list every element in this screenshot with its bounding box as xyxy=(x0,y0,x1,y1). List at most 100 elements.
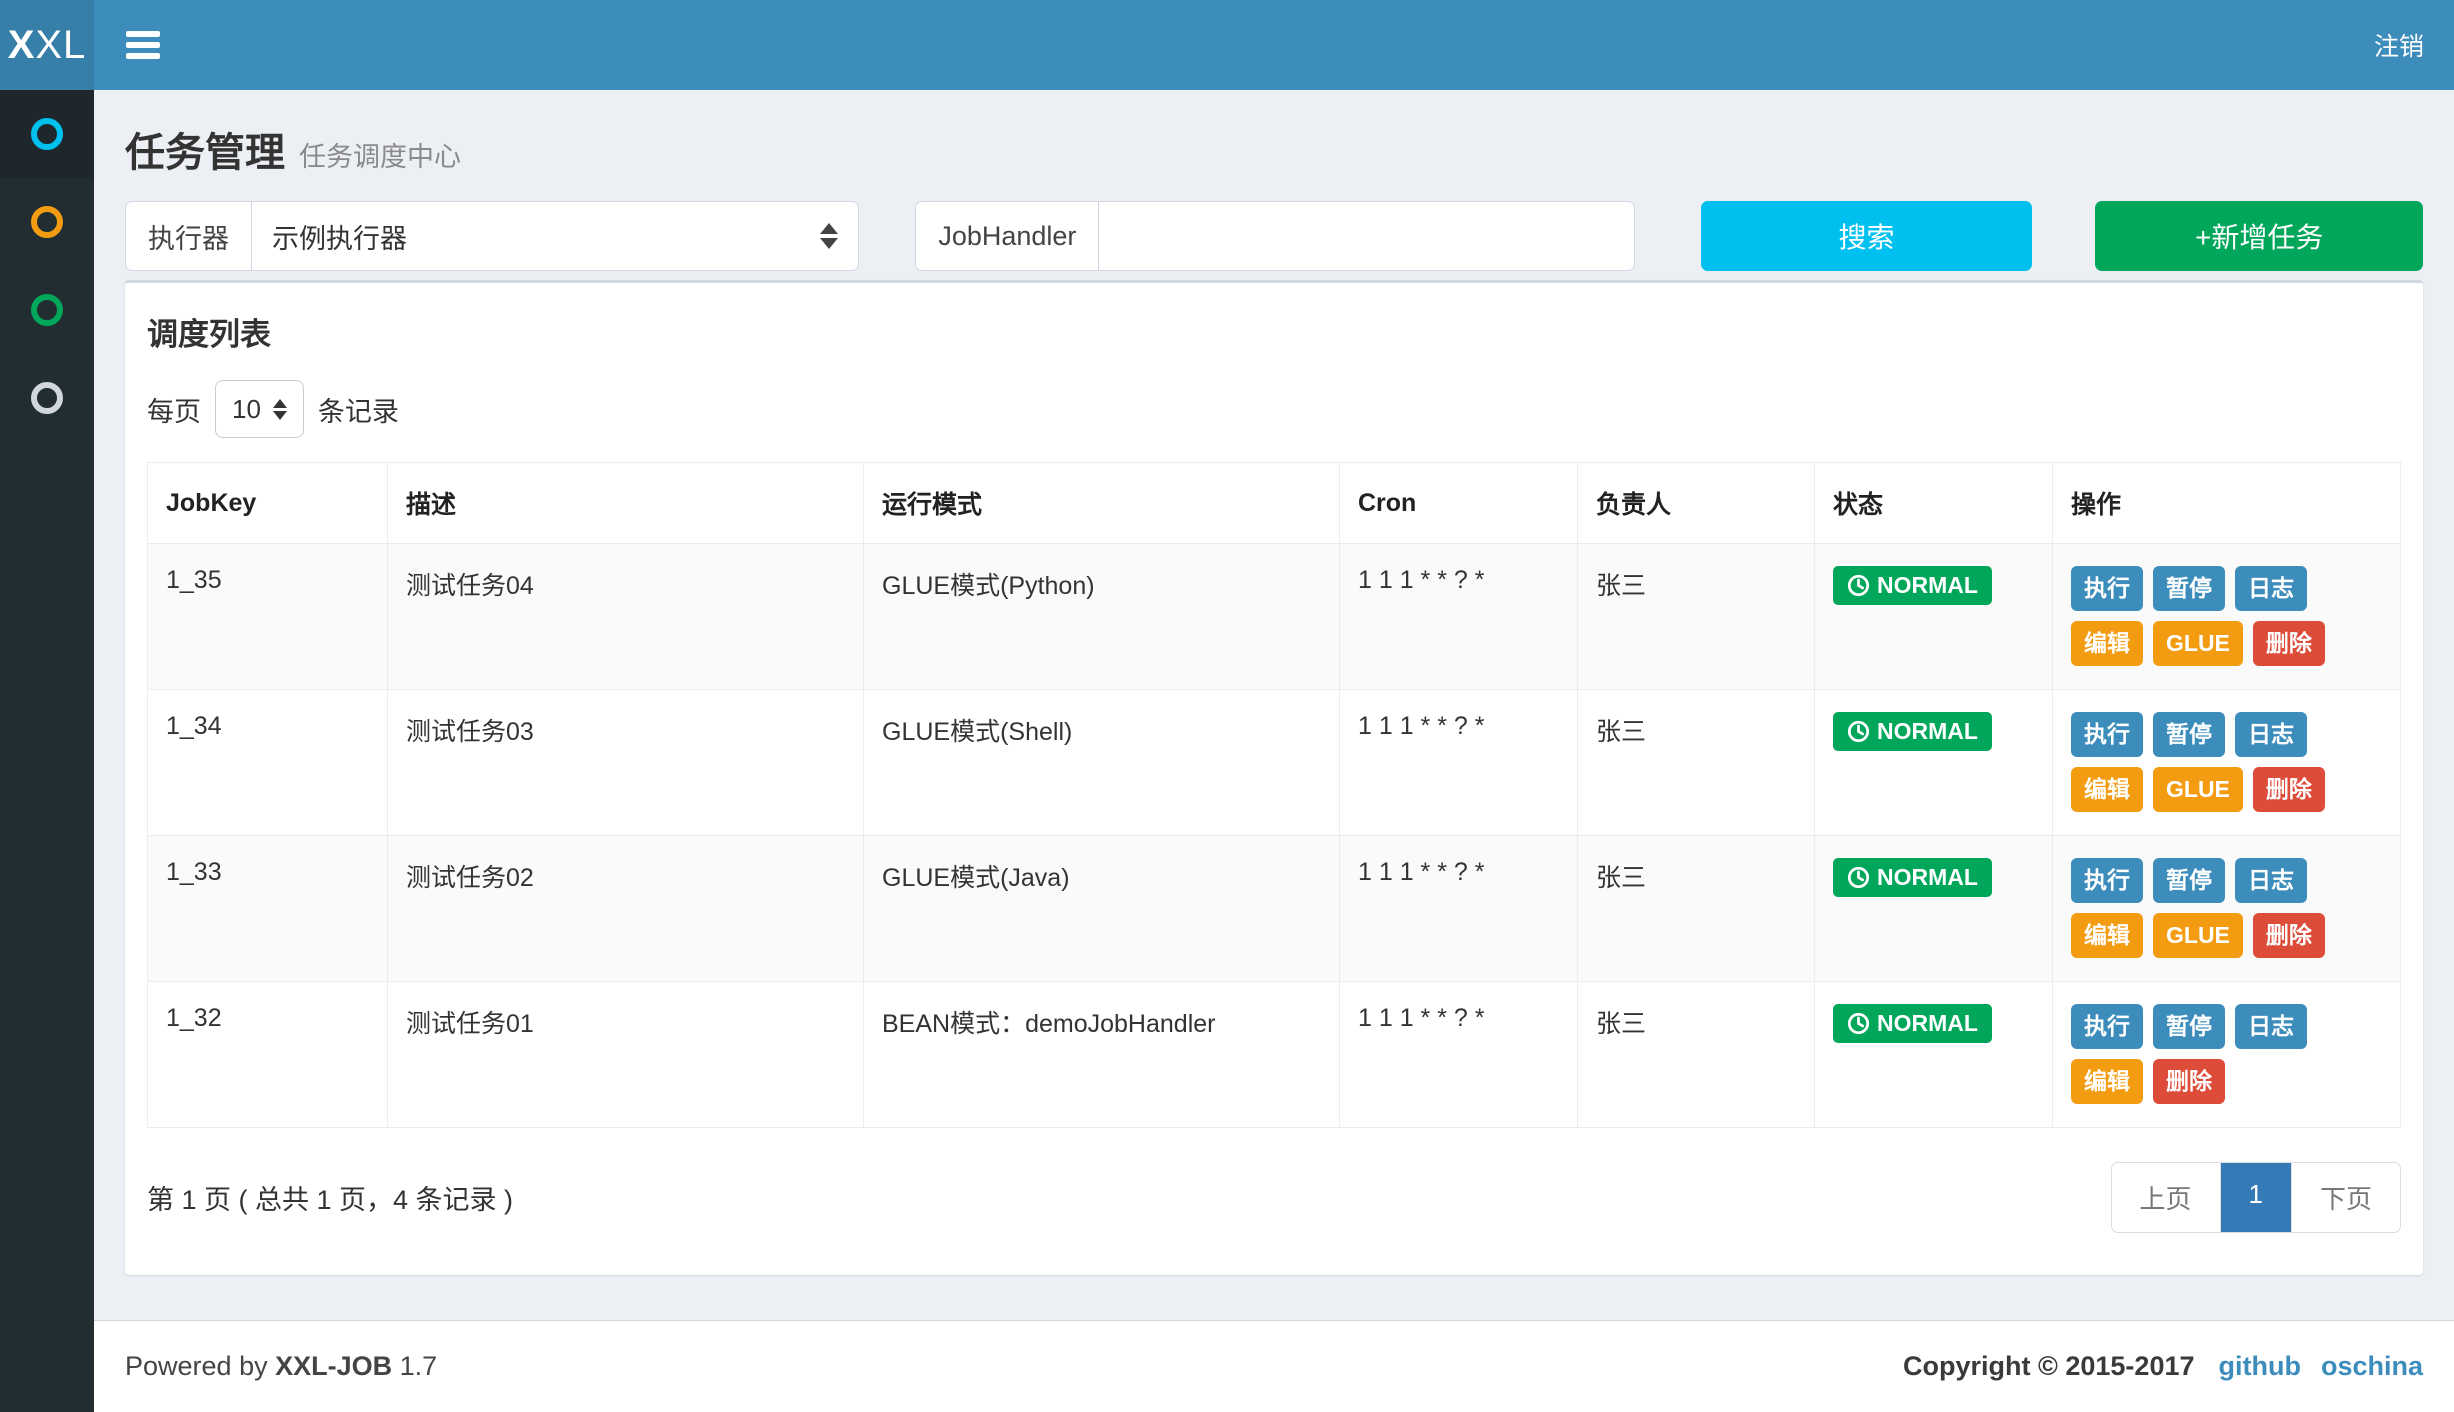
edit-button[interactable]: 编辑 xyxy=(2071,767,2143,813)
status-badge: NORMAL xyxy=(1833,1004,1992,1043)
log-button[interactable]: 日志 xyxy=(2235,566,2307,612)
search-button[interactable]: 搜索 xyxy=(1700,201,2033,271)
status-text: NORMAL xyxy=(1877,718,1978,744)
clock-icon xyxy=(1847,866,1870,889)
delete-button[interactable]: 删除 xyxy=(2252,621,2325,667)
pause-button[interactable]: 暂停 xyxy=(2153,858,2225,904)
delete-button[interactable]: 删除 xyxy=(2252,913,2325,959)
operations-group: 执行 暂停 日志编辑 GLUE 删除 xyxy=(2071,566,2329,667)
prev-page-button[interactable]: 上页 xyxy=(2111,1163,2220,1232)
jobhandler-filter-group: JobHandler xyxy=(915,201,1635,271)
status-cell: NORMAL xyxy=(1814,543,2053,690)
edit-button[interactable]: 编辑 xyxy=(2071,1059,2143,1105)
sidebar-item-4[interactable] xyxy=(0,354,94,442)
box-header: 调度列表 xyxy=(125,283,2423,362)
edit-button[interactable]: 编辑 xyxy=(2071,621,2143,667)
pagination-row: 第 1 页 ( 总共 1 页，4 条记录 ) 上页 1 下页 xyxy=(125,1128,2423,1269)
log-button[interactable]: 日志 xyxy=(2235,1004,2307,1050)
status-badge: NORMAL xyxy=(1833,712,1992,751)
trigger-button[interactable]: 执行 xyxy=(2071,1004,2143,1050)
page-title: 任务管理 xyxy=(125,131,285,175)
status-badge: NORMAL xyxy=(1833,566,1992,605)
pause-button[interactable]: 暂停 xyxy=(2153,712,2225,758)
footer-links: github oschina xyxy=(2219,1351,2424,1382)
jobhandler-label: JobHandler xyxy=(915,201,1099,271)
clock-icon xyxy=(1847,720,1870,743)
table-body: 1_35 测试任务04 GLUE模式(Python) 1 1 1 * * ? * 张三 N… xyxy=(147,543,2401,1128)
next-page-button[interactable]: 下页 xyxy=(2290,1163,2400,1232)
glue-button[interactable]: GLUE xyxy=(2153,913,2243,959)
cron-cell: 1 1 1 * * ? * xyxy=(1339,689,1578,836)
pagination-info: 第 1 页 ( 总共 1 页，4 条记录 ) xyxy=(147,1185,514,1215)
status-text: NORMAL xyxy=(1877,572,1978,598)
status-text: NORMAL xyxy=(1877,864,1978,890)
column-header-cron: Cron xyxy=(1339,462,1578,544)
operations-group: 执行 暂停 日志编辑 GLUE 删除 xyxy=(2071,712,2329,813)
logo-bold-text: X xyxy=(7,22,36,67)
page-subtitle: 任务调度中心 xyxy=(299,142,461,172)
trigger-button[interactable]: 执行 xyxy=(2071,712,2143,758)
cron-cell: 1 1 1 * * ? * xyxy=(1339,543,1578,690)
copyright-text: Copyright © 2015-2017 xyxy=(1902,1351,2195,1381)
jobkey-cell: 1_34 xyxy=(147,689,388,836)
column-header-description: 描述 xyxy=(387,462,864,544)
pause-button[interactable]: 暂停 xyxy=(2153,1004,2225,1050)
powered-by-text: Powered by xyxy=(125,1351,268,1381)
mode-cell: GLUE模式(Shell) xyxy=(863,689,1340,836)
log-button[interactable]: 日志 xyxy=(2235,712,2307,758)
sidebar-menu xyxy=(0,90,94,442)
clock-icon xyxy=(1847,1012,1870,1035)
logout-link[interactable]: 注销 xyxy=(2373,33,2424,61)
column-header-status: 状态 xyxy=(1814,462,2053,544)
footer-link-oschina[interactable]: oschina xyxy=(2320,1351,2423,1381)
circle-icon xyxy=(31,206,63,238)
table-wrap: JobKey 描述 运行模式 Cron 负责人 状态 操作 1_35 测试任务04 GLUE模式… xyxy=(125,462,2423,1128)
delete-button[interactable]: 删除 xyxy=(2252,767,2325,813)
operations-cell: 执行 暂停 日志编辑 GLUE 删除 xyxy=(2052,543,2401,690)
sidebar-item-1[interactable] xyxy=(0,90,94,178)
circle-icon xyxy=(31,294,63,326)
owner-cell: 张三 xyxy=(1577,543,1815,690)
clock-icon xyxy=(1847,574,1870,597)
powered-by: Powered by XXL-JOB 1.7 xyxy=(125,1351,437,1382)
product-name: XXL-JOB xyxy=(275,1351,393,1381)
logo-text: XL xyxy=(35,22,87,67)
page-size-suffix: 条记录 xyxy=(317,396,399,427)
sidebar-item-3[interactable] xyxy=(0,266,94,354)
glue-button[interactable]: GLUE xyxy=(2153,621,2243,667)
schedule-table: JobKey 描述 运行模式 Cron 负责人 状态 操作 1_35 测试任务04 GLUE模式… xyxy=(147,462,2401,1128)
pause-button[interactable]: 暂停 xyxy=(2153,566,2225,612)
executor-select-value: 示例执行器 xyxy=(272,223,407,254)
current-page-button[interactable]: 1 xyxy=(2219,1163,2291,1232)
trigger-button[interactable]: 执行 xyxy=(2071,566,2143,612)
column-header-operations: 操作 xyxy=(2052,462,2401,544)
owner-cell: 张三 xyxy=(1577,835,1815,982)
footer-link-github[interactable]: github xyxy=(2218,1351,2301,1381)
table-header-row: JobKey 描述 运行模式 Cron 负责人 状态 操作 xyxy=(147,462,2401,544)
trigger-button[interactable]: 执行 xyxy=(2071,858,2143,904)
mode-cell: GLUE模式(Java) xyxy=(863,835,1340,982)
page-footer: Powered by XXL-JOB 1.7 Copyright © 2015-… xyxy=(94,1320,2454,1412)
log-button[interactable]: 日志 xyxy=(2235,858,2307,904)
page-size-prefix: 每页 xyxy=(147,396,201,427)
sidebar-item-2[interactable] xyxy=(0,178,94,266)
page-size-select[interactable]: 10 xyxy=(215,380,304,438)
add-job-button[interactable]: +新增任务 xyxy=(2095,201,2423,271)
app-logo[interactable]: X XL xyxy=(0,0,94,90)
edit-button[interactable]: 编辑 xyxy=(2071,913,2143,959)
select-arrows-icon xyxy=(820,223,839,249)
jobkey-cell: 1_32 xyxy=(147,981,388,1128)
description-cell: 测试任务03 xyxy=(387,689,864,836)
table-row: 1_33 测试任务02 GLUE模式(Java) 1 1 1 * * ? * 张三 NOR… xyxy=(147,835,2401,982)
jobhandler-input[interactable] xyxy=(1117,202,1616,270)
operations-group: 执行 暂停 日志编辑 GLUE 删除 xyxy=(2071,858,2329,959)
content-header: 任务管理 任务调度中心 xyxy=(94,90,2454,194)
executor-select[interactable]: 示例执行器 xyxy=(251,201,860,271)
sidebar-toggle-icon[interactable] xyxy=(126,31,160,59)
status-cell: NORMAL xyxy=(1814,835,2053,982)
owner-cell: 张三 xyxy=(1577,689,1815,836)
circle-icon xyxy=(31,118,63,150)
glue-button[interactable]: GLUE xyxy=(2153,767,2243,813)
delete-button[interactable]: 删除 xyxy=(2153,1059,2225,1105)
jobkey-cell: 1_35 xyxy=(147,543,388,690)
